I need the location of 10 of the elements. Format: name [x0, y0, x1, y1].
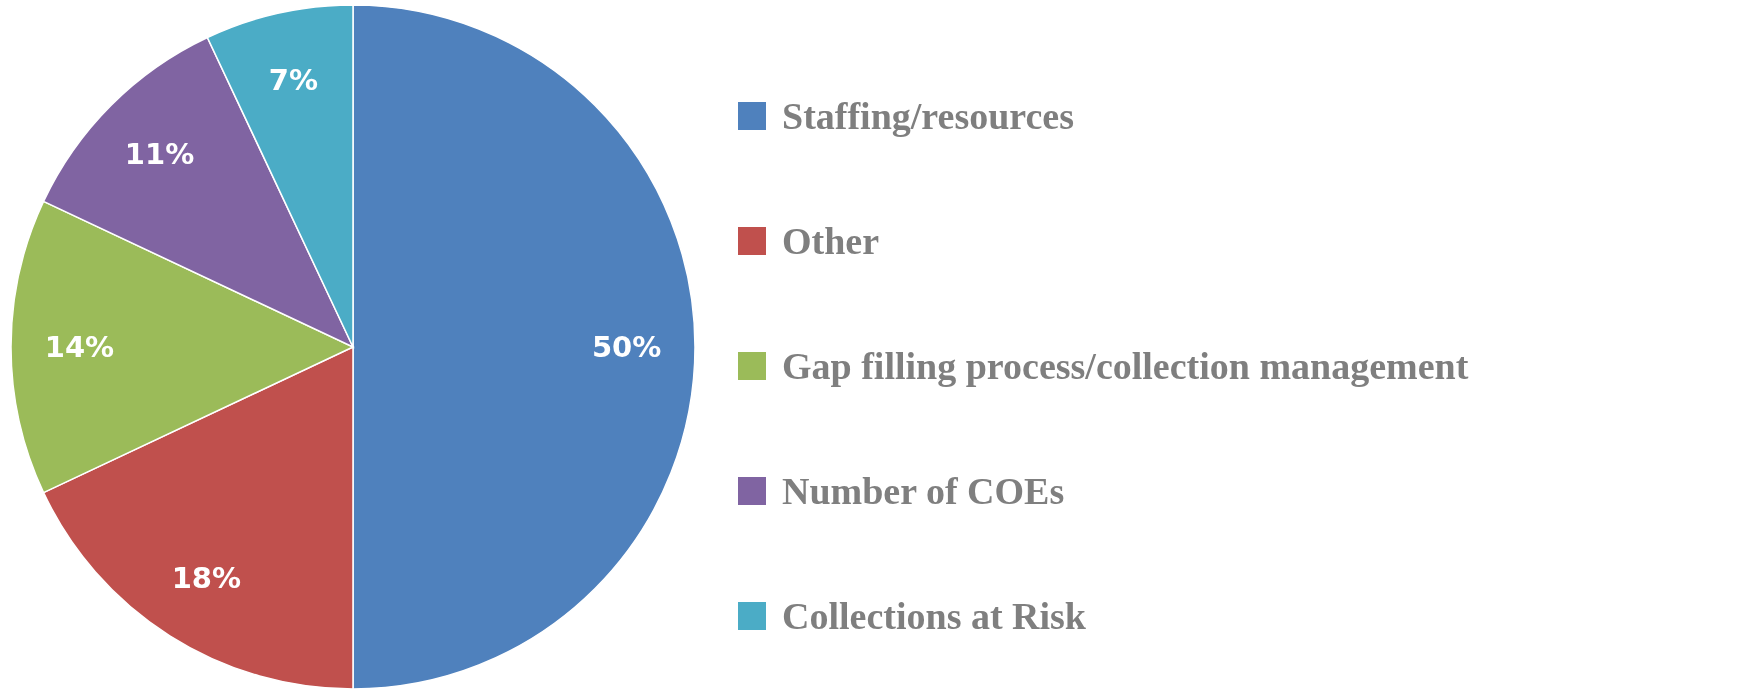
legend-label: Gap filling process/collection management [782, 345, 1469, 387]
data-label: 14% [44, 330, 115, 364]
data-label: 18% [171, 561, 242, 596]
legend-label: Collections at Risk [782, 595, 1087, 637]
legend-label: Staffing/resources [782, 95, 1075, 137]
data-label: 11% [124, 136, 195, 171]
data-label: 50% [591, 330, 662, 364]
legend-label: Number of COEs [782, 470, 1065, 512]
data-label: 7% [268, 62, 318, 97]
legend-label: Other [782, 220, 880, 262]
